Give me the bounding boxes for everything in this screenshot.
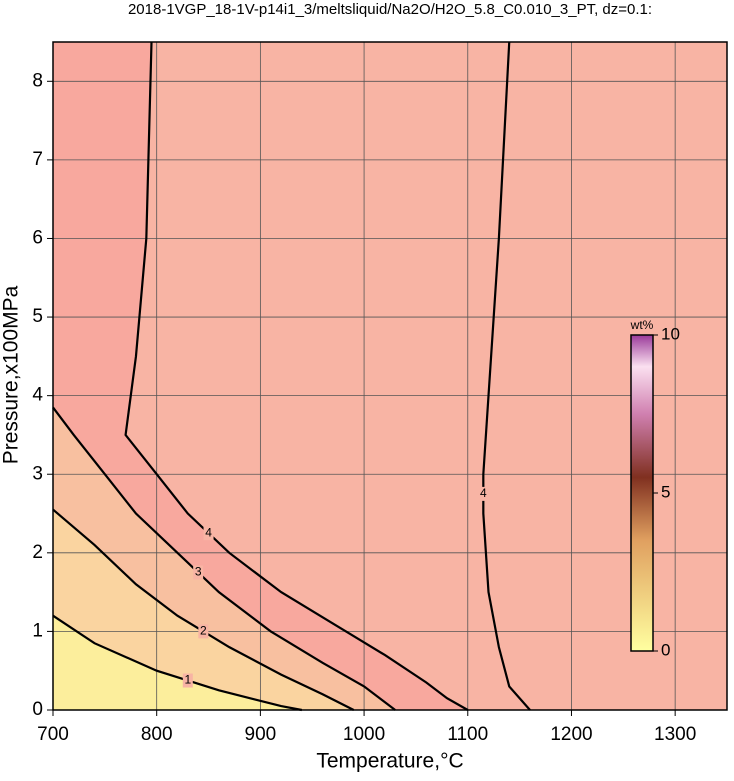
y-tick-label: 2 [32, 542, 43, 563]
x-tick-label: 700 [37, 724, 69, 745]
contour-label-bg [193, 565, 204, 580]
y-tick-label: 3 [32, 463, 43, 484]
contour-line [52, 406, 396, 711]
y-tick-label: 7 [32, 149, 43, 170]
colorbar [630, 334, 654, 652]
chart-title: 2018-1VGP_18-1V-p14i1_3/meltsliquid/Na2O… [128, 1, 652, 18]
contour-label-bg [478, 486, 489, 501]
contour-label: 4 [205, 525, 212, 539]
y-tick-label: 4 [32, 385, 43, 406]
x-tick-label: 900 [245, 724, 277, 745]
contour-label: 1 [184, 673, 191, 687]
x-axis-label: Temperature,°C [316, 750, 463, 773]
colorbar-label: wt% [630, 318, 654, 332]
y-tick-label: 1 [32, 620, 43, 641]
x-tick-label: 1300 [654, 724, 696, 745]
x-tick-label: 1200 [550, 724, 592, 745]
x-tick-label: 800 [141, 724, 173, 745]
x-tick-label: 1100 [447, 724, 488, 745]
colorbar-tick-label: 10 [661, 324, 680, 343]
y-tick-label: 6 [32, 227, 43, 248]
frame [52, 41, 728, 711]
contour-label: 4 [480, 486, 487, 500]
colorbar-tick-label: 0 [661, 640, 670, 659]
y-tick-label: 8 [32, 70, 43, 91]
contour-label-bg [198, 624, 209, 639]
contour-label: 3 [195, 565, 202, 579]
colorbar-tick-label: 5 [661, 482, 670, 501]
contour-line [482, 41, 531, 711]
contour-label: 2 [200, 624, 207, 638]
contour-label-bg [203, 526, 214, 541]
contour-band [53, 615, 302, 710]
y-axis-label: Pressure,x100MPa [0, 285, 23, 464]
contour-label-bg [182, 673, 193, 688]
y-tick-label: 5 [32, 306, 43, 327]
x-tick-label: 1000 [343, 724, 385, 745]
contour-line [124, 41, 469, 711]
y-tick-label: 0 [32, 699, 43, 720]
